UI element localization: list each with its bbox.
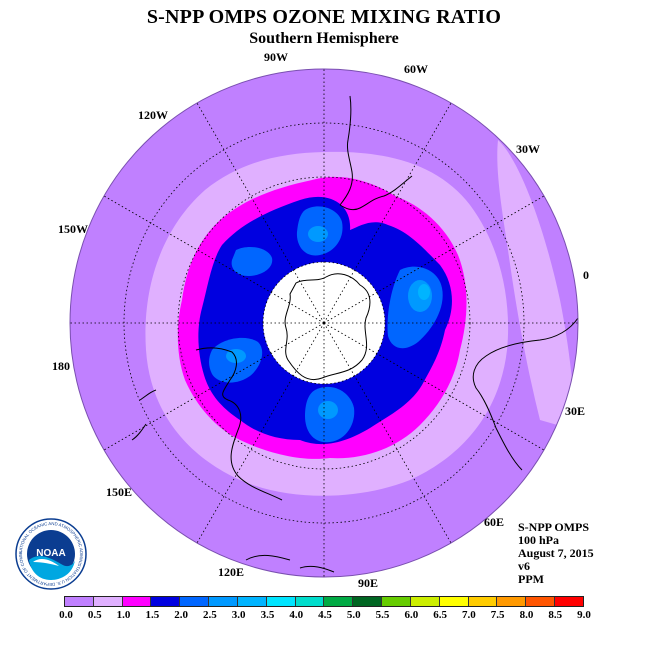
chart-title: S-NPP OMPS OZONE MIXING RATIO (146, 6, 502, 28)
colorbar-tick-label: 4.5 (318, 609, 332, 621)
colorbar-tick-label: 1.0 (116, 609, 131, 621)
south-america-outline (339, 95, 413, 211)
info-version: v6 (518, 559, 530, 573)
colorbar-tick-label: 8.0 (519, 609, 534, 621)
colorbar-tick-label: 6.5 (433, 609, 447, 621)
lon-label-30e: 30E (565, 404, 586, 418)
colorbar-segment (237, 597, 267, 606)
new-zealand-outline (131, 389, 157, 441)
coastlines (131, 95, 579, 573)
lon-label-60w: 60W (404, 62, 428, 76)
band-2.5-3.0-a (308, 226, 328, 242)
colorbar-tick-label: 1.5 (145, 609, 160, 621)
lon-label-180: 180 (52, 359, 70, 373)
colorbar-segment (93, 597, 123, 606)
colorbar-segment (410, 597, 440, 606)
info-block: S-NPP OMPS 100 hPa August 7, 2015 v6 PPM (518, 521, 594, 586)
lon-label-120e: 120E (218, 565, 245, 579)
lon-label-30w: 30W (516, 142, 540, 156)
indonesia-outline (245, 554, 335, 573)
colorbar-tick-label: 2.0 (174, 609, 188, 621)
colorbar-segment (65, 597, 94, 606)
colorbar-tick-label: 0.0 (59, 609, 73, 621)
colorbar-ticks: 0.0 0.5 1.0 1.5 2.0 2.5 3.0 3.5 4.0 4.5 5.0 5.5 6.0 6… (0, 609, 648, 625)
band-0.5-1.0-east (497, 140, 575, 430)
lon-label-60e: 60E (484, 515, 505, 529)
colorbar-segment (353, 597, 383, 606)
colorbar-segment (180, 597, 210, 606)
africa-outline (472, 317, 579, 471)
colorbar-segment (497, 597, 527, 606)
colorbar-tick-label: 6.0 (404, 609, 419, 621)
colorbar-tick-label: 5.0 (346, 609, 361, 621)
colorbar-segment (266, 597, 296, 606)
info-level: 100 hPa (518, 533, 560, 547)
info-units: PPM (518, 572, 544, 586)
band-2.5-3.0-c (318, 401, 338, 419)
info-date: August 7, 2015 (518, 546, 594, 560)
band-2.0-2.5-b (231, 246, 273, 276)
globe-border (69, 68, 579, 578)
colorbar-segment (122, 597, 152, 606)
colorbar-segment (324, 597, 354, 606)
colorbar (64, 596, 584, 607)
australia-outline (195, 347, 283, 501)
lon-label-0: 0 (583, 268, 589, 282)
pole-marker (322, 321, 326, 325)
colorbar-segment (382, 597, 411, 606)
colorbar-tick-label: 4.0 (289, 609, 304, 621)
lon-label-120w: 120W (138, 108, 168, 122)
colorbar-tick-label: 2.5 (203, 609, 217, 621)
colorbar-tick-label: 9.0 (577, 609, 591, 621)
colorbar-tick-label: 8.5 (548, 609, 563, 621)
colorbar-tick-label: 3.0 (231, 609, 246, 621)
colorbar-tick-label: 7.5 (490, 609, 505, 621)
lon-label-90w: 90W (264, 50, 288, 64)
band-3.0-3.5-core (418, 284, 430, 300)
noaa-logo-text: NOAA (36, 548, 65, 559)
colorbar-segment (468, 597, 498, 606)
colorbar-segment (151, 597, 181, 606)
colorbar-segment (295, 597, 325, 606)
colorbar-segment (555, 597, 583, 606)
band-2.5-3.0-d (226, 349, 246, 363)
lon-label-150w: 150W (58, 222, 88, 236)
colorbar-tick-label: 7.0 (462, 609, 476, 621)
chart-subtitle: Southern Hemisphere (249, 30, 399, 47)
colorbar-tick-label: 3.5 (260, 609, 275, 621)
colorbar-tick-label: 0.5 (87, 609, 102, 621)
colorbar-segment (209, 597, 238, 606)
lon-label-150e: 150E (106, 485, 133, 499)
antarctica-outline (284, 273, 371, 380)
colorbar-segment (439, 597, 469, 606)
colorbar-tick-label: 5.5 (375, 609, 390, 621)
colorbar-segment (526, 597, 556, 606)
info-instrument: S-NPP OMPS (518, 520, 589, 534)
lon-label-90e: 90E (358, 576, 379, 590)
noaa-logo: NOAA NATIONAL OCEANIC AND ATMOSPHERIC AD… (15, 518, 87, 590)
